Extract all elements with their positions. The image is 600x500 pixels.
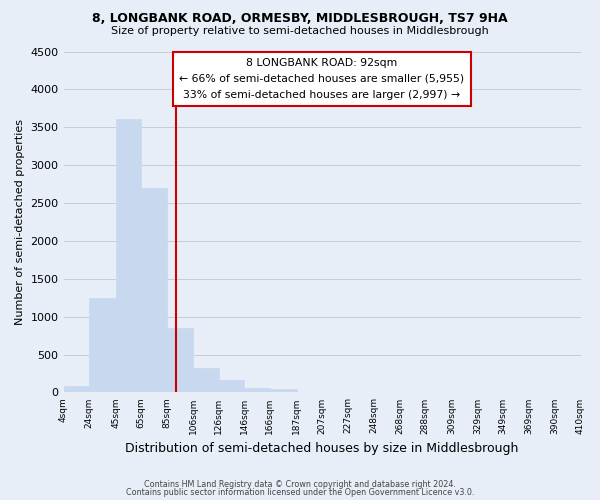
Bar: [116, 119, 141, 392]
Text: Contains HM Land Registry data © Crown copyright and database right 2024.: Contains HM Land Registry data © Crown c…: [144, 480, 456, 489]
X-axis label: Distribution of semi-detached houses by size in Middlesbrough: Distribution of semi-detached houses by …: [125, 442, 519, 455]
Y-axis label: Number of semi-detached properties: Number of semi-detached properties: [15, 119, 25, 325]
Bar: [64, 386, 89, 392]
Bar: [89, 298, 116, 392]
Bar: [167, 328, 193, 392]
Text: Size of property relative to semi-detached houses in Middlesbrough: Size of property relative to semi-detach…: [111, 26, 489, 36]
Text: Contains public sector information licensed under the Open Government Licence v3: Contains public sector information licen…: [126, 488, 474, 497]
Bar: [270, 390, 296, 392]
Bar: [244, 388, 270, 392]
Bar: [219, 380, 244, 392]
Bar: [141, 188, 167, 392]
Bar: [193, 368, 219, 392]
Text: 8, LONGBANK ROAD, ORMESBY, MIDDLESBROUGH, TS7 9HA: 8, LONGBANK ROAD, ORMESBY, MIDDLESBROUGH…: [92, 12, 508, 26]
Text: 8 LONGBANK ROAD: 92sqm
← 66% of semi-detached houses are smaller (5,955)
33% of : 8 LONGBANK ROAD: 92sqm ← 66% of semi-det…: [179, 58, 464, 100]
